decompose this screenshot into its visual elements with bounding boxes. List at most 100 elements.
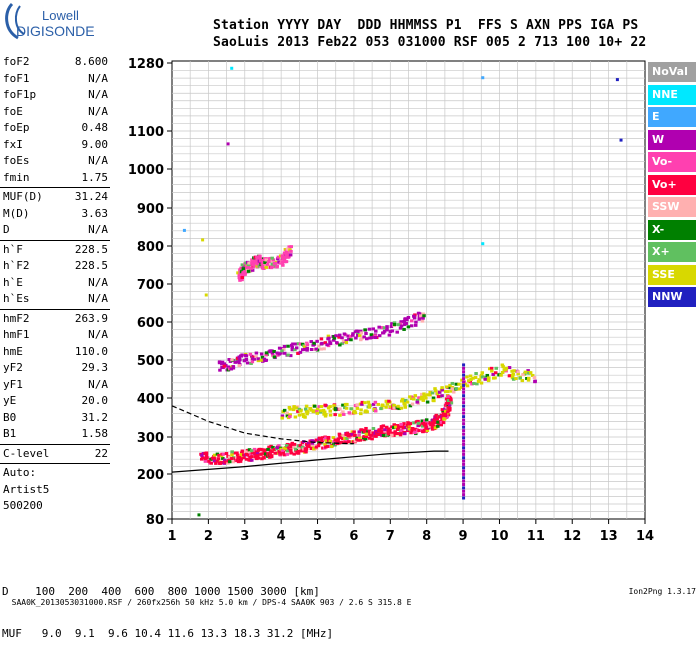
trace-point [266, 447, 270, 451]
param-label: h`F [3, 242, 23, 256]
trace-point [242, 456, 246, 460]
trace-point [454, 382, 459, 386]
trace-point [242, 359, 247, 363]
trace-point [344, 406, 349, 410]
trace-point [448, 406, 452, 410]
param-row: D N/A [0, 222, 112, 239]
trace-point [385, 325, 389, 329]
trace-point [379, 426, 384, 430]
trace-point [439, 423, 444, 427]
trace-point [526, 369, 530, 373]
trace-point [244, 457, 249, 461]
trace-point [352, 433, 357, 437]
trace-point [471, 376, 475, 380]
trace-point [332, 336, 337, 340]
trace-point [414, 320, 418, 324]
trace-point [449, 389, 454, 393]
param-label: h`F2 [3, 259, 30, 272]
trace-point [241, 272, 245, 276]
trace-point [407, 427, 412, 431]
trace-point [497, 373, 501, 377]
trace-point [204, 451, 209, 455]
trace-point [436, 395, 441, 399]
trace-point [462, 493, 466, 497]
trace-point [301, 348, 305, 352]
trace-point [276, 257, 280, 261]
trace-point [319, 337, 324, 341]
trace-point [319, 405, 324, 409]
trace-point [443, 412, 448, 416]
trace-point [398, 326, 403, 330]
x-tick-label: 4 [277, 529, 286, 544]
x-tick-label: 9 [459, 529, 468, 544]
trace-point [306, 410, 310, 414]
trace-point [470, 382, 474, 386]
param-value: 31.2 [81, 410, 109, 424]
trace-point [294, 346, 299, 350]
trace-point [394, 425, 398, 429]
trace-point [371, 431, 375, 435]
trace-point [286, 344, 290, 348]
trace-point [308, 439, 313, 443]
trace-point [384, 433, 389, 437]
trace-point [293, 348, 297, 352]
trace-point [384, 405, 388, 409]
trace-point [462, 476, 466, 480]
trace-point [360, 336, 364, 340]
trace-point [346, 434, 350, 438]
trace-point [254, 450, 259, 454]
y-tick-label: 600 [137, 316, 164, 331]
trace-point [334, 334, 338, 338]
trace-point [270, 450, 274, 454]
trace-point [357, 430, 362, 434]
trace-point [228, 359, 233, 363]
trace-point [417, 429, 421, 433]
trace-point [310, 443, 315, 447]
trace-point [330, 444, 334, 448]
trace-point [355, 406, 360, 410]
trace-point [377, 433, 381, 437]
y-tick-label: 1280 [128, 57, 164, 72]
trace-point [314, 445, 319, 449]
trace-point [436, 390, 440, 394]
trace-point [511, 372, 516, 376]
trace-point [402, 422, 406, 426]
trace-point [462, 415, 466, 419]
trace-point [462, 446, 466, 450]
trace-point [325, 343, 329, 347]
trace-point [319, 347, 324, 351]
trace-point [197, 513, 201, 517]
trace-point [343, 441, 347, 445]
trace-point [448, 383, 452, 387]
trace-point [514, 377, 518, 381]
trace-point [309, 447, 314, 451]
trace-point [395, 431, 399, 435]
trace-point [291, 408, 296, 412]
trace-point [303, 345, 307, 349]
trace-point [305, 348, 309, 352]
trace-point [300, 445, 305, 449]
x-tick-label: 12 [563, 529, 581, 544]
param-label: yF1 [3, 377, 23, 391]
trace-point [262, 357, 267, 361]
trace-point [390, 322, 395, 326]
trace-point [282, 408, 287, 412]
trace-point [440, 394, 444, 398]
trace-point [277, 444, 281, 448]
trace-point [443, 414, 448, 418]
param-value: N/A [88, 88, 108, 101]
param-label: foEs [3, 154, 30, 167]
param-label: yF2 [3, 361, 23, 374]
ionogram-chart: 1 2 3 4 5 6 7 8 9 10 11 12 13 14802003004005006007008… [128, 57, 654, 544]
trace-point [462, 469, 466, 473]
header-line-1: Station YYYY DAY DDD HHMMSS P1 FFS S AXN… [213, 18, 639, 33]
trace-point [338, 433, 342, 437]
trace-point [326, 436, 331, 440]
param-label: fmin [3, 170, 30, 184]
param-value: N/A [88, 223, 108, 236]
trace-point [371, 327, 376, 331]
trace-point [436, 424, 440, 428]
param-row: MUF(D) 31.24 [0, 189, 112, 206]
trace-point [521, 373, 525, 377]
trace-point [324, 445, 328, 449]
